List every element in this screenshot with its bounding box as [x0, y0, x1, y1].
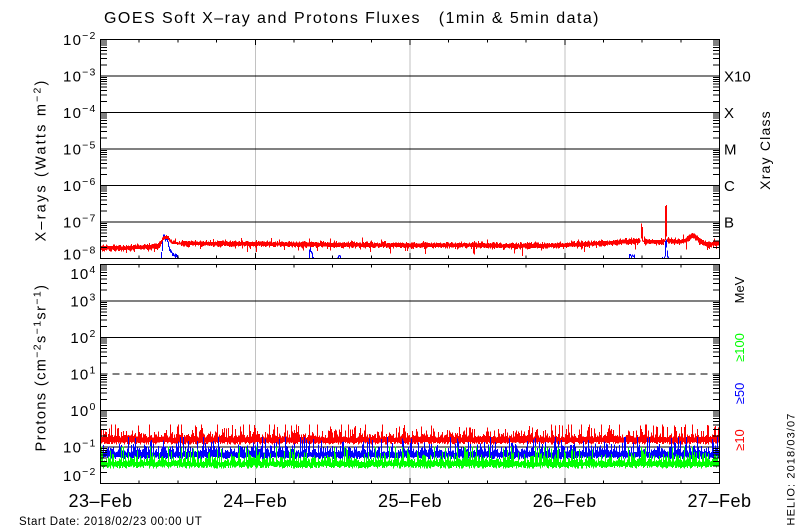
- svg-text:MeV: MeV: [732, 276, 747, 303]
- svg-text:X: X: [724, 105, 734, 122]
- svg-text:10−8: 10−8: [63, 245, 96, 264]
- svg-text:M: M: [724, 142, 737, 159]
- svg-text:10−6: 10−6: [63, 176, 96, 195]
- svg-text:Start Date: 2018/02/23 00:00 U: Start Date: 2018/02/23 00:00 UT: [19, 516, 202, 528]
- svg-text:100: 100: [70, 401, 96, 420]
- svg-text:10−7: 10−7: [63, 213, 96, 232]
- svg-text:10−2: 10−2: [63, 466, 96, 485]
- svg-text:104: 104: [70, 264, 96, 283]
- svg-text:X10: X10: [724, 69, 751, 86]
- svg-text:26–Feb: 26–Feb: [533, 491, 597, 511]
- svg-text:10−5: 10−5: [63, 140, 96, 159]
- svg-text:24–Feb: 24–Feb: [223, 491, 287, 511]
- svg-text:10−2: 10−2: [63, 30, 96, 49]
- svg-text:25–Feb: 25–Feb: [378, 491, 442, 511]
- svg-text:Xray Class: Xray Class: [757, 110, 773, 190]
- svg-text:≥100: ≥100: [732, 333, 747, 362]
- svg-text:X–rays (Watts m−2): X–rays (Watts m−2): [32, 78, 50, 241]
- svg-text:10−4: 10−4: [63, 103, 96, 122]
- svg-text:HELIO: 2018/03/07: HELIO: 2018/03/07: [786, 413, 798, 526]
- svg-text:102: 102: [70, 328, 96, 347]
- svg-text:101: 101: [70, 365, 96, 384]
- svg-text:B: B: [724, 215, 734, 232]
- svg-text:23–Feb: 23–Feb: [68, 491, 132, 511]
- svg-text:10−1: 10−1: [63, 438, 96, 457]
- svg-text:10−3: 10−3: [63, 67, 96, 86]
- svg-text:≥10: ≥10: [732, 429, 747, 451]
- svg-text:27–Feb: 27–Feb: [687, 491, 751, 511]
- svg-text:103: 103: [70, 292, 96, 311]
- svg-text:Protons (cm−2s−1sr−1): Protons (cm−2s−1sr−1): [32, 284, 50, 452]
- svg-text:GOES Soft X–ray and Protons Fl: GOES Soft X–ray and Protons Fluxes (1min…: [104, 10, 600, 27]
- svg-text:≥50: ≥50: [732, 383, 747, 405]
- svg-text:C: C: [724, 178, 735, 195]
